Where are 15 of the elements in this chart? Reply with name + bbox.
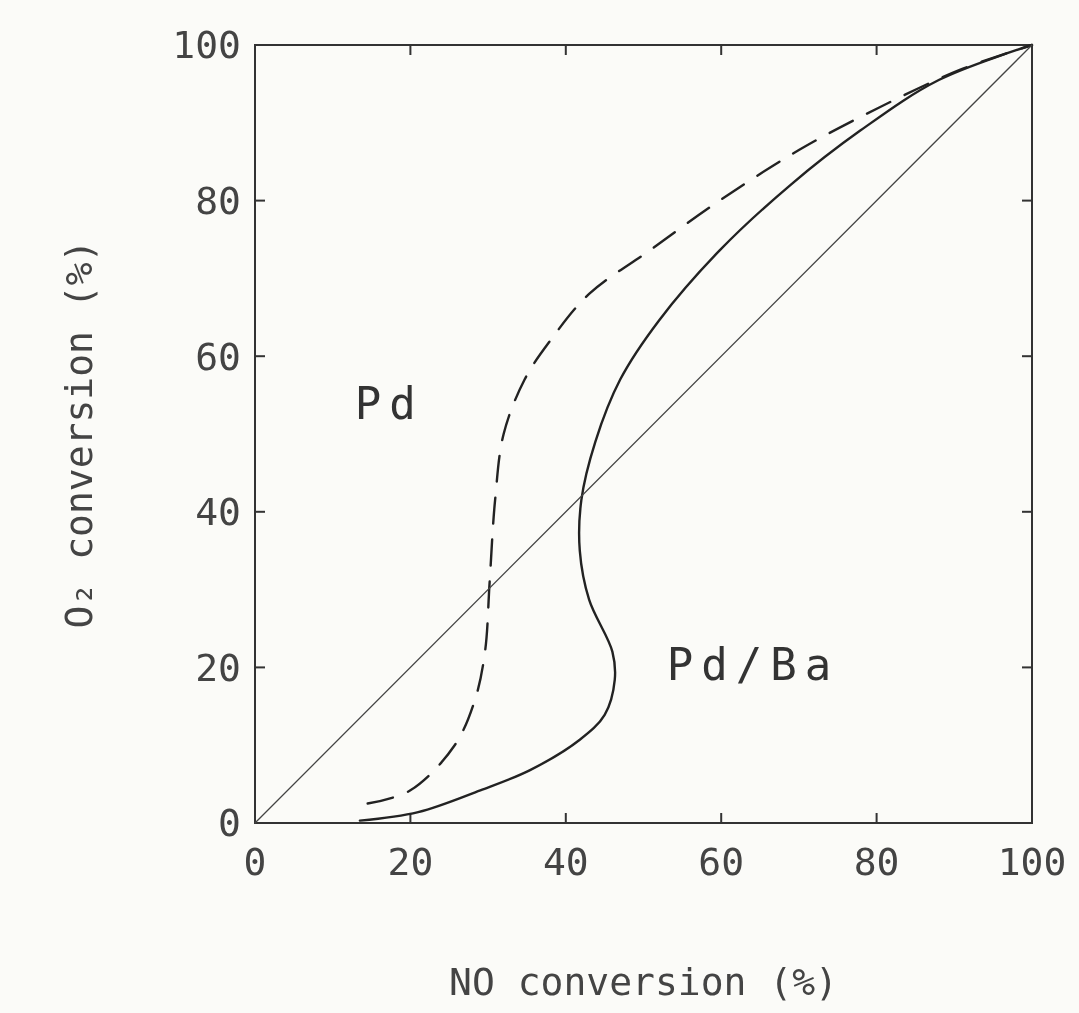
series-label: Pd (354, 378, 424, 429)
x-tick-label: 80 (853, 840, 900, 884)
y-axis-title: O₂ conversion (%) (57, 239, 101, 629)
x-tick-label: 100 (997, 840, 1067, 884)
y-tick-label: 20 (195, 645, 241, 690)
x-tick-label: 20 (387, 840, 434, 884)
x-tick-label: 60 (698, 840, 745, 884)
y-tick-label: 60 (195, 334, 241, 379)
y-tick-label: 0 (218, 801, 241, 846)
series-label: Pd/Ba (666, 638, 840, 690)
x-tick-label: 40 (542, 840, 589, 884)
y-tick-label: 80 (195, 178, 241, 223)
y-tick-label: 40 (195, 490, 241, 535)
x-axis-title: NO conversion (%) (449, 960, 838, 1004)
y-tick-label: 100 (172, 23, 241, 68)
